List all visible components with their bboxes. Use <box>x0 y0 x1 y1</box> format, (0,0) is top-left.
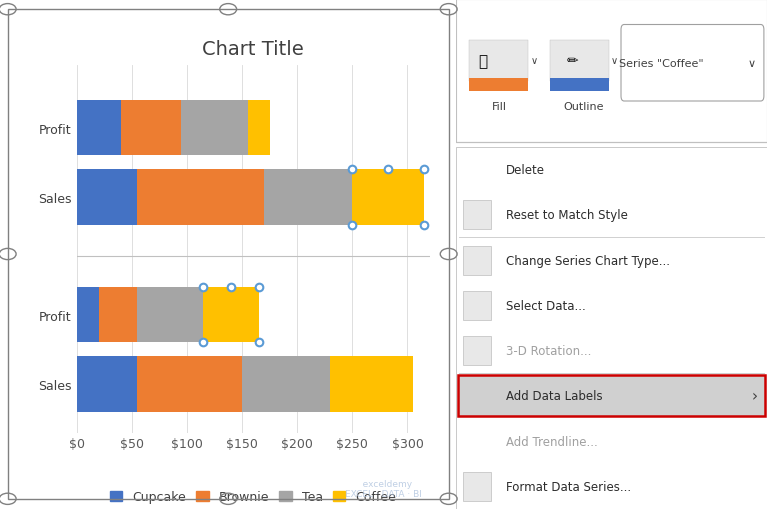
Bar <box>137 288 203 343</box>
Text: Format Data Series...: Format Data Series... <box>506 480 631 493</box>
FancyBboxPatch shape <box>621 25 764 102</box>
Text: 🪣: 🪣 <box>478 53 487 69</box>
Text: ›: › <box>752 388 758 404</box>
Text: ✏️: ✏️ <box>567 54 578 68</box>
Bar <box>77 101 121 156</box>
Text: 3-D Rotation...: 3-D Rotation... <box>506 345 591 357</box>
Bar <box>248 101 270 156</box>
Legend: Cupcake, Brownie, Tea, Coffee: Cupcake, Brownie, Tea, Coffee <box>107 487 400 507</box>
Text: Add Trendline...: Add Trendline... <box>506 435 597 448</box>
Text: Change Series Chart Type...: Change Series Chart Type... <box>506 254 670 267</box>
FancyBboxPatch shape <box>469 41 528 81</box>
Bar <box>77 288 99 343</box>
Bar <box>77 357 137 412</box>
Bar <box>137 357 242 412</box>
Bar <box>463 291 491 320</box>
Text: Add Data Labels: Add Data Labels <box>506 389 603 403</box>
FancyBboxPatch shape <box>456 148 767 509</box>
Bar <box>463 336 491 365</box>
Bar <box>137 170 264 225</box>
Text: Select Data...: Select Data... <box>506 299 586 312</box>
Text: Delete: Delete <box>506 164 545 177</box>
Bar <box>203 288 258 343</box>
Bar <box>458 376 765 416</box>
Bar <box>264 170 352 225</box>
Bar <box>99 288 137 343</box>
Bar <box>463 201 491 230</box>
Text: Outline: Outline <box>564 102 604 112</box>
Bar <box>463 472 491 501</box>
Text: ∨: ∨ <box>531 56 538 66</box>
Bar <box>352 170 424 225</box>
Bar <box>77 170 137 225</box>
Bar <box>182 101 248 156</box>
Bar <box>549 79 608 92</box>
Bar <box>121 101 182 156</box>
Title: Chart Title: Chart Title <box>202 40 304 59</box>
FancyBboxPatch shape <box>549 41 608 81</box>
Text: Series "Coffee": Series "Coffee" <box>619 59 703 69</box>
Bar <box>469 79 528 92</box>
Bar <box>242 357 331 412</box>
Text: Fill: Fill <box>492 102 507 112</box>
Text: exceldemy
EXCEL · DATA · BI: exceldemy EXCEL · DATA · BI <box>345 479 422 498</box>
Text: Reset to Match Style: Reset to Match Style <box>506 209 628 222</box>
Text: ∨: ∨ <box>747 59 755 69</box>
Text: ∨: ∨ <box>611 56 618 66</box>
FancyBboxPatch shape <box>456 0 767 143</box>
Bar <box>463 246 491 275</box>
Bar <box>331 357 413 412</box>
